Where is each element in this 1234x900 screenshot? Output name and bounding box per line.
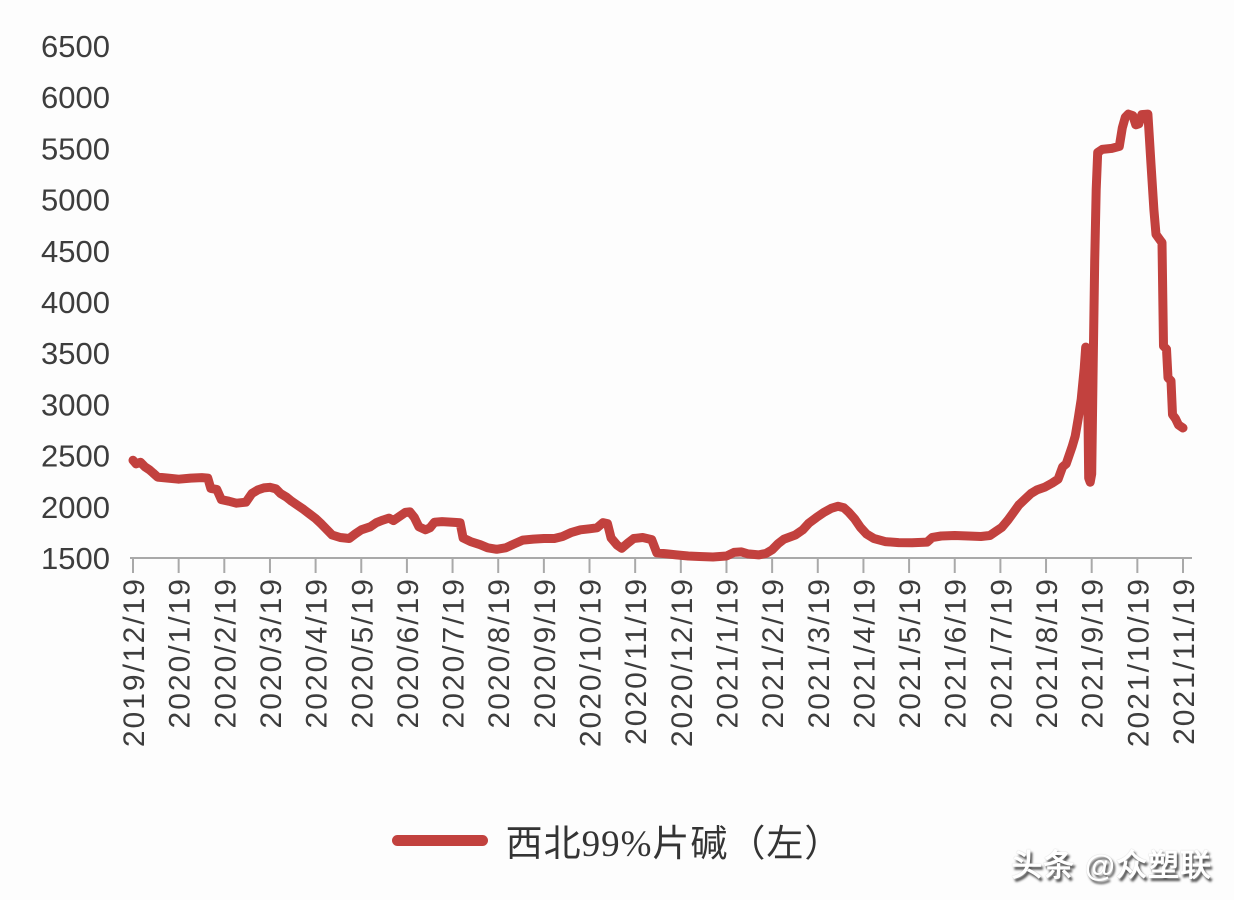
y-axis-label: 5500 [41,131,110,166]
y-axis-label: 3500 [41,336,110,371]
x-axis-label: 2020/12/19 [666,577,699,747]
y-axis-label: 4000 [41,285,110,320]
x-axis-label: 2021/9/19 [1077,577,1110,728]
x-axis-label: 2021/2/19 [757,577,790,728]
x-axis-label: 2020/3/19 [255,577,288,728]
x-axis-label: 2020/9/19 [529,577,562,728]
y-axis-label: 5000 [41,183,110,218]
x-axis-label: 2021/8/19 [1031,577,1064,728]
series-line [128,109,1188,562]
x-axis-label: 2021/5/19 [894,577,927,728]
y-axis-label: 6000 [41,80,110,115]
y-axis-label: 3000 [41,387,110,422]
x-axis-label: 2021/7/19 [985,577,1018,728]
x-axis-label: 2020/8/19 [483,577,516,728]
legend-line-swatch [391,834,488,846]
legend: 西北99%片碱（左） [0,813,1234,867]
x-axis-label: 2020/11/19 [620,577,653,745]
x-axis-label: 2021/10/19 [1122,577,1155,747]
y-axis-label: 1500 [41,541,110,576]
x-axis-label: 2020/6/19 [392,577,425,728]
x-axis-label: 2020/5/19 [346,577,379,728]
watermark: 头条 @众塑联 [1011,848,1212,883]
x-axis-label: 2021/6/19 [940,577,973,728]
x-axis-label: 2021/11/19 [1168,577,1201,745]
x-axis-label: 2020/10/19 [575,577,608,747]
x-axis-label: 2021/3/19 [803,577,836,728]
x-axis-label: 2021/4/19 [848,577,881,728]
x-axis-label: 2019/12/19 [118,577,151,747]
x-axis-label: 2020/4/19 [301,577,334,728]
y-axis-label: 6500 [41,29,110,64]
y-axis-label: 4500 [41,234,110,269]
y-axis-label: 2500 [41,439,110,474]
x-axis-label: 2020/7/19 [438,577,471,728]
y-axis-label: 2000 [41,490,110,525]
legend-label: 西北99%片碱（左） [505,824,843,865]
x-axis-label: 2020/2/19 [209,577,242,728]
x-axis-label: 2021/1/19 [711,577,744,728]
x-axis-label: 2020/1/19 [164,577,197,728]
